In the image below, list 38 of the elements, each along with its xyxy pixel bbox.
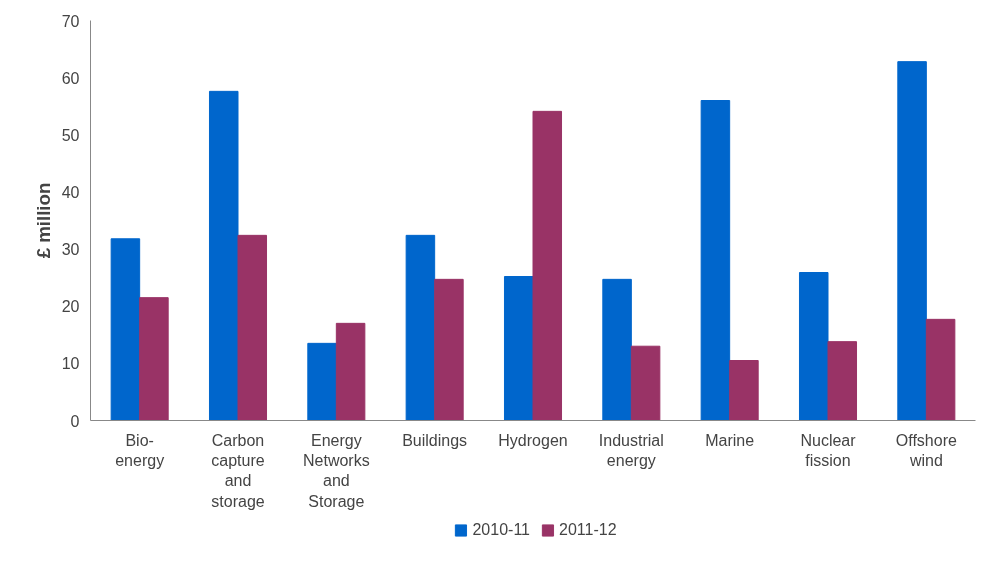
bar (208, 90, 239, 421)
x-tick-label: Carbon capture and storage (211, 431, 265, 510)
y-tick-label: 30 (61, 241, 80, 259)
x-tick-label: Nuclear fission (800, 431, 857, 469)
bar (139, 297, 169, 421)
bar (307, 342, 337, 421)
bar (503, 276, 534, 421)
y-tick-label: 60 (61, 69, 80, 87)
bar (532, 110, 563, 421)
x-tick-label: Hydrogen (498, 431, 568, 449)
y-axis-title: £ million (32, 182, 54, 259)
bar (335, 322, 366, 421)
legend-label: 2010-11 (472, 521, 530, 539)
y-tick-label: 0 (70, 412, 80, 430)
bar (700, 100, 731, 421)
y-tick-label: 70 (61, 12, 80, 30)
x-tick-label: Marine (705, 431, 755, 449)
x-tick-label: Industrial energy (598, 431, 664, 469)
x-tick-label: Energy Networks and Storage (302, 431, 370, 510)
x-tick-label: Buildings (402, 431, 468, 449)
y-tick-label: 20 (61, 298, 80, 316)
bar (827, 341, 858, 421)
bar (925, 318, 956, 421)
bar (798, 272, 829, 421)
bar (602, 278, 632, 421)
y-tick-label: 10 (61, 355, 80, 373)
bar (630, 345, 661, 421)
x-tick-label: Offshore wind (895, 431, 957, 469)
bar (405, 234, 436, 421)
y-tick-label: 50 (61, 126, 80, 144)
bar (897, 61, 927, 421)
bar (110, 238, 141, 421)
bar (237, 234, 268, 421)
legend-label: 2011-12 (559, 521, 617, 539)
x-tick-label: Bio-energy (115, 431, 165, 469)
bar (434, 278, 464, 421)
y-tick-label: 40 (61, 183, 80, 201)
bar (729, 360, 759, 421)
